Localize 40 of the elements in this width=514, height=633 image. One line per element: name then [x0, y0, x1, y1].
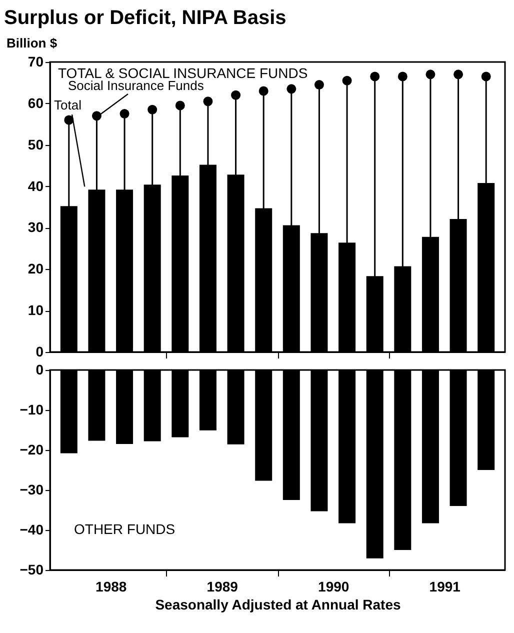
x-axis-title: Seasonally Adjusted at Annual Rates [155, 596, 401, 612]
point [342, 76, 352, 86]
point [148, 104, 158, 114]
legend-label: Total [54, 98, 82, 112]
point [286, 84, 296, 94]
point [258, 86, 268, 96]
point [398, 72, 408, 82]
point [454, 70, 464, 80]
chart-title: Surplus or Deficit, NIPA Basis [4, 7, 286, 29]
point [175, 100, 185, 110]
point [203, 96, 213, 106]
point [314, 80, 324, 90]
y-tick-label: 0 [36, 344, 44, 360]
annotation: TOTAL & SOCIAL INSURANCE FUNDS [58, 65, 308, 81]
x-tick-label: 1990 [318, 578, 350, 594]
annotation: OTHER FUNDS [74, 521, 176, 537]
point [426, 70, 436, 80]
point [92, 111, 102, 121]
y-tick-label: 40 [28, 178, 44, 194]
y-tick-label: 70 [28, 54, 44, 70]
x-tick-label: 1988 [96, 578, 127, 594]
y-tick-label: 10 [28, 302, 44, 318]
y-tick-label: 60 [28, 94, 44, 111]
series-label: Social Insurance Funds [68, 78, 204, 94]
x-tick-label: 1991 [429, 578, 461, 594]
y-tick-label: −40 [20, 522, 44, 538]
point [370, 72, 380, 82]
y-tick-label: −10 [20, 402, 44, 418]
y-tick-label: −20 [20, 442, 44, 458]
y-axis-title: Billion $ [6, 36, 58, 50]
y-tick-label: −50 [20, 562, 44, 578]
point [120, 109, 130, 119]
point [481, 72, 491, 82]
y-tick-label: 20 [28, 260, 44, 277]
y-tick-label: 30 [28, 219, 44, 236]
y-tick-label: 50 [28, 136, 44, 152]
point [231, 90, 241, 100]
y-tick-label: 0 [36, 362, 44, 378]
y-tick-label: −30 [20, 482, 44, 498]
x-tick-label: 1989 [206, 578, 238, 594]
